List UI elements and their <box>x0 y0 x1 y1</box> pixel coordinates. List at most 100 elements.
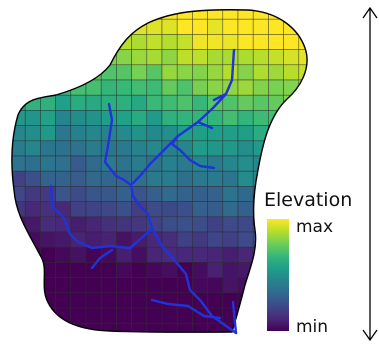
elevation-cell <box>11 216 26 233</box>
elevation-cell <box>24 186 41 202</box>
elevation-cell <box>176 49 193 66</box>
elevation-cell <box>268 18 284 35</box>
elevation-cell <box>85 34 102 50</box>
elevation-cell <box>161 64 178 81</box>
elevation-cell <box>192 79 208 96</box>
elevation-cell <box>222 292 239 309</box>
elevation-cell <box>70 262 87 278</box>
elevation-cell <box>222 125 239 142</box>
elevation-cell <box>176 34 193 50</box>
river-branch-south-2 <box>231 300 238 335</box>
elevation-cell <box>237 140 254 157</box>
elevation-cell <box>192 322 208 333</box>
river-branch-west-1 <box>103 102 133 187</box>
elevation-cell <box>252 64 269 81</box>
elevation-cell <box>100 9 117 20</box>
elevation-cell <box>11 49 26 66</box>
elevation-cell <box>176 231 193 248</box>
elevation-cell <box>55 18 72 35</box>
elevation-cell <box>207 155 224 172</box>
elevation-cell <box>70 34 87 50</box>
elevation-cell <box>131 34 148 50</box>
elevation-cell <box>24 322 41 333</box>
elevation-cell <box>11 292 26 309</box>
elevation-cell <box>161 322 178 333</box>
elevation-cell <box>55 277 72 294</box>
river-branch-north-1 <box>212 92 228 102</box>
elevation-cell <box>40 170 56 187</box>
elevation-cell <box>176 110 193 126</box>
elevation-cell <box>298 155 308 172</box>
elevation-cell <box>131 140 148 157</box>
elevation-cell <box>116 79 132 96</box>
elevation-cell <box>100 155 117 172</box>
elevation-cell <box>222 262 239 278</box>
elevation-cell <box>116 64 132 81</box>
elevation-cell <box>207 79 224 96</box>
elevation-cell <box>207 64 224 81</box>
elevation-cell <box>100 292 117 309</box>
elevation-cell <box>192 94 208 111</box>
elevation-cell <box>207 277 224 294</box>
elevation-cell <box>116 216 132 233</box>
elevation-cell <box>40 216 56 233</box>
elevation-cell <box>131 246 148 263</box>
elevation-cell <box>100 79 117 96</box>
elevation-cell <box>192 246 208 263</box>
elevation-cell <box>207 170 224 187</box>
elevation-cell <box>207 292 224 309</box>
elevation-cell <box>55 231 72 248</box>
elevation-cell <box>11 34 26 50</box>
elevation-cell <box>24 231 41 248</box>
elevation-cell <box>298 140 308 157</box>
elevation-cell <box>85 170 102 187</box>
elevation-cell <box>85 49 102 66</box>
elevation-cell <box>283 64 300 81</box>
elevation-cell <box>222 34 239 50</box>
elevation-cell <box>24 34 41 50</box>
elevation-cell <box>252 34 269 50</box>
elevation-cell <box>40 140 56 157</box>
elevation-cell <box>85 125 102 142</box>
elevation-cell <box>24 155 41 172</box>
elevation-cell <box>85 110 102 126</box>
elevation-cell <box>207 34 224 50</box>
elevation-cell <box>298 18 308 35</box>
elevation-cell <box>252 292 269 309</box>
elevation-cell <box>55 292 72 309</box>
elevation-cell <box>70 94 87 111</box>
elevation-cell <box>24 9 41 20</box>
elevation-cell <box>85 64 102 81</box>
elevation-cell <box>40 186 56 202</box>
elevation-cell <box>116 94 132 111</box>
elevation-cell <box>40 9 56 20</box>
elevation-cell <box>131 170 148 187</box>
elevation-cell <box>298 9 308 20</box>
elevation-cell <box>192 140 208 157</box>
elevation-cell <box>131 292 148 309</box>
elevation-cell <box>207 231 224 248</box>
elevation-cell <box>252 322 269 333</box>
elevation-cell <box>283 94 300 111</box>
elevation-cell <box>222 170 239 187</box>
elevation-cell <box>283 9 300 20</box>
elevation-cell <box>116 186 132 202</box>
elevation-cell <box>207 246 224 263</box>
elevation-cell <box>222 9 239 20</box>
elevation-cell <box>268 94 284 111</box>
elevation-cell <box>55 49 72 66</box>
elevation-cell <box>268 79 284 96</box>
elevation-cell <box>237 79 254 96</box>
elevation-cell <box>11 18 26 35</box>
elevation-cell <box>146 94 163 111</box>
elevation-cell <box>161 201 178 218</box>
elevation-cell <box>192 201 208 218</box>
elevation-cell <box>116 110 132 126</box>
elevation-cell <box>237 201 254 218</box>
elevation-cell <box>85 186 102 202</box>
elevation-cell <box>40 201 56 218</box>
elevation-cell <box>146 34 163 50</box>
elevation-cell <box>85 277 102 294</box>
elevation-cell <box>40 262 56 278</box>
